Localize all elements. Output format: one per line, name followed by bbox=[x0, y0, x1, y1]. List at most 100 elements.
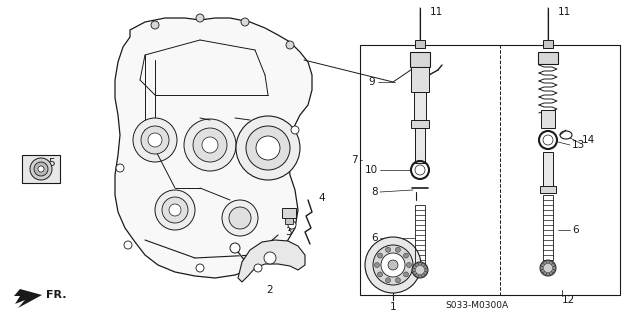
Text: 12: 12 bbox=[562, 295, 575, 305]
Circle shape bbox=[162, 197, 188, 223]
Circle shape bbox=[413, 271, 416, 275]
Text: 9: 9 bbox=[369, 77, 375, 87]
Circle shape bbox=[406, 263, 412, 268]
Circle shape bbox=[403, 272, 408, 277]
Circle shape bbox=[385, 247, 390, 252]
Text: 1: 1 bbox=[390, 302, 396, 312]
Circle shape bbox=[388, 260, 398, 270]
Circle shape bbox=[413, 269, 415, 271]
Circle shape bbox=[236, 116, 300, 180]
Circle shape bbox=[550, 272, 552, 275]
Bar bbox=[500, 45, 620, 295]
Bar bbox=[541, 110, 555, 128]
Text: 2: 2 bbox=[267, 285, 273, 295]
Circle shape bbox=[547, 261, 550, 263]
Circle shape bbox=[378, 272, 383, 277]
Circle shape bbox=[543, 261, 547, 264]
Circle shape bbox=[291, 126, 299, 134]
Text: 11: 11 bbox=[430, 7, 444, 17]
Circle shape bbox=[246, 126, 290, 170]
Circle shape bbox=[552, 266, 556, 270]
Circle shape bbox=[286, 41, 294, 49]
Circle shape bbox=[155, 190, 195, 230]
Bar bbox=[543, 40, 553, 48]
Circle shape bbox=[34, 162, 48, 176]
Circle shape bbox=[412, 262, 428, 278]
Text: 10: 10 bbox=[365, 165, 378, 175]
Bar bbox=[543, 195, 553, 260]
Circle shape bbox=[148, 133, 162, 147]
Polygon shape bbox=[115, 18, 312, 278]
Circle shape bbox=[230, 243, 240, 253]
Bar bbox=[538, 52, 558, 64]
Bar bbox=[411, 120, 429, 128]
Circle shape bbox=[254, 264, 262, 272]
Bar bbox=[540, 186, 556, 193]
Text: 4: 4 bbox=[318, 193, 324, 203]
Bar bbox=[285, 218, 293, 224]
Bar bbox=[411, 67, 429, 92]
Circle shape bbox=[424, 265, 427, 269]
Text: 14: 14 bbox=[582, 135, 595, 145]
Circle shape bbox=[229, 207, 251, 229]
Circle shape bbox=[552, 263, 555, 266]
Circle shape bbox=[373, 245, 413, 285]
Text: FR.: FR. bbox=[46, 290, 67, 300]
Circle shape bbox=[543, 272, 547, 275]
Bar bbox=[414, 92, 426, 122]
Circle shape bbox=[38, 166, 44, 172]
Circle shape bbox=[365, 237, 421, 293]
Circle shape bbox=[288, 221, 296, 229]
Circle shape bbox=[422, 274, 424, 277]
Circle shape bbox=[381, 253, 405, 277]
Circle shape bbox=[241, 18, 249, 26]
Bar bbox=[415, 128, 425, 163]
Circle shape bbox=[378, 253, 383, 258]
Circle shape bbox=[151, 21, 159, 29]
Circle shape bbox=[222, 200, 258, 236]
Text: 6: 6 bbox=[371, 233, 378, 243]
Circle shape bbox=[202, 137, 218, 153]
Circle shape bbox=[193, 128, 227, 162]
Circle shape bbox=[419, 275, 422, 278]
Circle shape bbox=[124, 241, 132, 249]
Circle shape bbox=[415, 263, 419, 266]
Text: 6: 6 bbox=[572, 225, 579, 235]
Circle shape bbox=[547, 272, 550, 276]
Circle shape bbox=[396, 278, 401, 283]
Bar bbox=[22, 155, 60, 183]
Circle shape bbox=[184, 119, 236, 171]
Bar bbox=[360, 45, 620, 295]
Circle shape bbox=[541, 270, 544, 272]
Circle shape bbox=[422, 263, 424, 266]
Polygon shape bbox=[238, 240, 305, 282]
Circle shape bbox=[133, 118, 177, 162]
Circle shape bbox=[413, 265, 416, 269]
Circle shape bbox=[424, 271, 427, 275]
Circle shape bbox=[552, 270, 555, 272]
Polygon shape bbox=[14, 289, 42, 308]
Circle shape bbox=[550, 261, 552, 264]
Circle shape bbox=[419, 263, 422, 265]
Circle shape bbox=[415, 274, 419, 277]
Circle shape bbox=[196, 264, 204, 272]
Bar bbox=[282, 208, 296, 218]
Circle shape bbox=[403, 253, 408, 258]
Circle shape bbox=[396, 247, 401, 252]
Text: 5: 5 bbox=[48, 158, 54, 168]
Circle shape bbox=[540, 260, 556, 276]
Bar bbox=[543, 152, 553, 187]
Circle shape bbox=[196, 14, 204, 22]
Circle shape bbox=[169, 204, 181, 216]
Text: 13: 13 bbox=[572, 140, 585, 150]
Circle shape bbox=[374, 263, 380, 268]
Text: 11: 11 bbox=[558, 7, 572, 17]
Circle shape bbox=[541, 266, 543, 270]
Circle shape bbox=[116, 164, 124, 172]
Circle shape bbox=[264, 252, 276, 264]
Text: S033-M0300A: S033-M0300A bbox=[445, 300, 508, 309]
Circle shape bbox=[385, 278, 390, 283]
Circle shape bbox=[256, 136, 280, 160]
Bar bbox=[415, 40, 425, 48]
Text: 3: 3 bbox=[285, 227, 291, 237]
